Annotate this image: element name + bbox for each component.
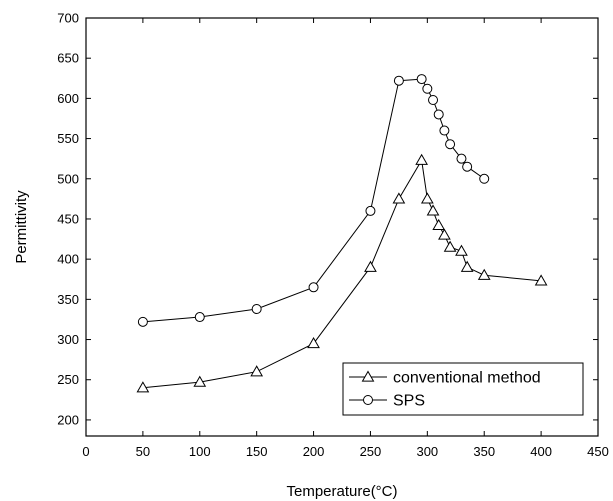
- series-triangle: [136, 153, 548, 393]
- legend-box: [342, 362, 584, 416]
- x-tick-label: 0: [82, 444, 89, 459]
- y-tick-label: 500: [57, 171, 79, 186]
- x-tick-label: 150: [246, 444, 268, 459]
- circle-marker: [422, 83, 433, 94]
- triangle-marker: [136, 381, 150, 393]
- y-tick-label: 700: [57, 11, 79, 26]
- triangle-marker: [250, 365, 264, 377]
- y-tick-label: 650: [57, 51, 79, 66]
- x-tick-label: 450: [587, 444, 609, 459]
- triangle-marker: [460, 260, 474, 272]
- triangle-marker: [455, 244, 468, 256]
- circle-marker: [194, 312, 205, 323]
- circle-marker: [479, 173, 490, 184]
- x-tick-label: 300: [416, 444, 438, 459]
- y-axis-label: Permittivity: [13, 190, 30, 264]
- x-tick-label: 250: [360, 444, 382, 459]
- circle-marker: [433, 109, 444, 120]
- triangle-marker: [361, 370, 375, 382]
- y-tick-label: 350: [57, 292, 79, 307]
- circle-marker: [456, 153, 467, 164]
- triangle-marker: [432, 218, 446, 231]
- circle-marker: [393, 75, 404, 86]
- triangle-marker: [420, 192, 434, 204]
- y-tick-label: 200: [57, 412, 79, 427]
- x-tick-label: 50: [136, 444, 150, 459]
- series-line: [142, 158, 542, 389]
- series-layer: [136, 74, 548, 393]
- legend-label: SPS: [393, 393, 425, 410]
- circle-marker: [428, 94, 439, 105]
- x-tick-label: 400: [530, 444, 552, 459]
- y-tick-label: 400: [57, 252, 79, 267]
- legend-entries: conventional method SPS: [349, 370, 541, 410]
- triangle-marker: [364, 260, 377, 272]
- triangle-marker: [193, 375, 207, 387]
- y-tick-label: 300: [57, 332, 79, 347]
- circle-marker: [365, 205, 376, 216]
- y-tick-label: 550: [57, 131, 79, 146]
- x-tick-label: 100: [189, 444, 211, 459]
- y-tick-label: 250: [57, 372, 79, 387]
- triangle-marker: [392, 192, 406, 204]
- circle-marker: [445, 139, 456, 150]
- circle-marker: [363, 395, 373, 405]
- triangle-marker: [426, 204, 440, 216]
- legend-label: conventional method: [393, 370, 541, 387]
- triangle-marker: [443, 240, 457, 252]
- y-tick-label: 600: [57, 91, 79, 106]
- circle-marker: [251, 303, 262, 314]
- circle-marker: [462, 161, 473, 172]
- circle-marker: [137, 316, 148, 327]
- triangle-marker: [534, 274, 548, 286]
- x-axis-label: Temperature(°C): [286, 483, 397, 500]
- circle-marker: [439, 125, 450, 136]
- y-tick-label: 450: [57, 211, 79, 226]
- triangle-marker: [438, 228, 451, 240]
- legend: conventional method SPS: [342, 362, 584, 416]
- circle-marker: [416, 74, 427, 85]
- circle-marker: [308, 282, 319, 293]
- axis-ticks: 0 50 100 150 200 250 300 350 400 450 200 250 300 350 4…: [57, 11, 609, 460]
- plot-frame: [85, 17, 599, 437]
- triangle-marker: [307, 337, 320, 349]
- x-tick-label: 200: [303, 444, 325, 459]
- triangle-marker: [415, 153, 429, 165]
- series-circle: [137, 74, 490, 327]
- x-tick-label: 350: [473, 444, 495, 459]
- triangle-marker: [477, 268, 491, 280]
